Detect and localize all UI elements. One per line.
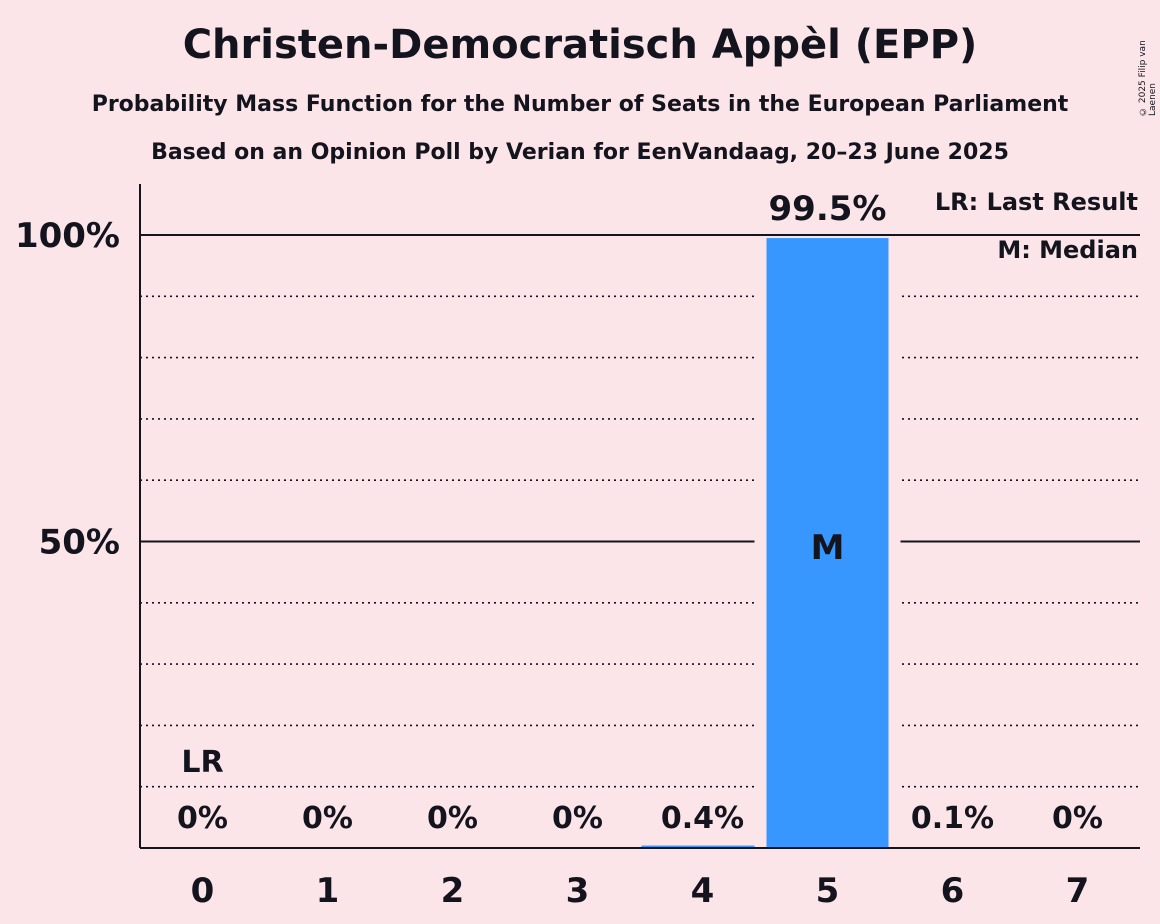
data-label: 0% bbox=[177, 801, 228, 836]
data-label: 0% bbox=[552, 801, 603, 836]
legend-last-result: LR: Last Result bbox=[935, 188, 1138, 216]
axes bbox=[139, 184, 1140, 849]
data-label: 0.4% bbox=[661, 801, 744, 836]
data-label: 0% bbox=[1052, 801, 1103, 836]
chart-source-line: Based on an Opinion Poll by Verian for E… bbox=[151, 140, 1009, 165]
last-result-marker: LR bbox=[181, 745, 223, 780]
x-tick-label: 7 bbox=[1066, 871, 1090, 911]
data-label: 0.1% bbox=[911, 801, 994, 836]
y-tick-label: 50% bbox=[39, 523, 120, 563]
data-label: 99.5% bbox=[769, 189, 887, 229]
bar bbox=[641, 845, 764, 848]
x-tick-label: 3 bbox=[566, 871, 590, 911]
x-tick-label: 2 bbox=[441, 871, 465, 911]
x-tick-label: 4 bbox=[691, 871, 715, 911]
x-tick-label: 0 bbox=[191, 871, 215, 911]
legend-median: M: Median bbox=[997, 236, 1138, 264]
labels: 50% 100% 0 0% LR 1 0% 2 0% 3 0% 4 0.4% 5 99.5% M 6 0.1% 7 0… bbox=[15, 189, 1103, 911]
chart-title: Christen-Democratisch Appèl (EPP) bbox=[182, 22, 978, 68]
data-label: 0% bbox=[302, 801, 353, 836]
x-tick-label: 5 bbox=[816, 871, 840, 911]
chart-subtitle: Probability Mass Function for the Number… bbox=[91, 92, 1069, 117]
x-tick-label: 1 bbox=[316, 871, 340, 911]
median-marker: M bbox=[811, 528, 845, 568]
data-label: 0% bbox=[427, 801, 478, 836]
x-tick-label: 6 bbox=[941, 871, 965, 911]
bars bbox=[629, 238, 1026, 848]
gridlines bbox=[140, 234, 1140, 788]
y-tick-label: 100% bbox=[15, 216, 120, 256]
bar bbox=[766, 238, 889, 848]
